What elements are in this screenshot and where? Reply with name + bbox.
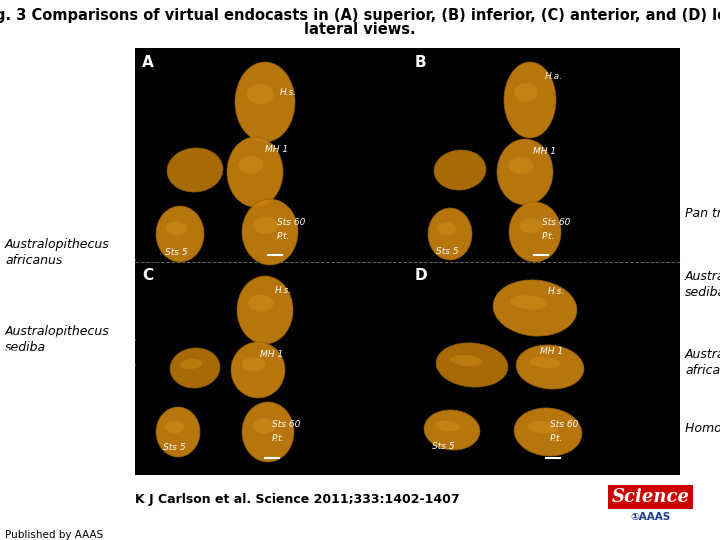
Ellipse shape xyxy=(514,408,582,456)
Ellipse shape xyxy=(247,84,274,104)
Ellipse shape xyxy=(434,150,486,190)
Text: H.s.: H.s. xyxy=(280,88,297,97)
Text: MH 1: MH 1 xyxy=(260,350,283,359)
Text: A: A xyxy=(142,55,154,70)
Text: Pan troglodytis: Pan troglodytis xyxy=(685,207,720,220)
Text: MH 1: MH 1 xyxy=(265,145,288,154)
Text: P.t.: P.t. xyxy=(277,232,290,241)
Ellipse shape xyxy=(508,157,534,174)
Ellipse shape xyxy=(167,148,223,192)
Ellipse shape xyxy=(504,62,556,138)
Ellipse shape xyxy=(497,139,553,205)
Ellipse shape xyxy=(514,83,538,102)
Ellipse shape xyxy=(436,343,508,387)
Ellipse shape xyxy=(248,295,274,312)
Text: B: B xyxy=(415,55,426,70)
Bar xyxy=(608,485,693,509)
Ellipse shape xyxy=(156,206,204,262)
Ellipse shape xyxy=(428,208,472,260)
Ellipse shape xyxy=(530,357,560,368)
Text: H.s.: H.s. xyxy=(548,287,565,296)
Text: Sts 60: Sts 60 xyxy=(542,218,570,227)
Text: Sts 60: Sts 60 xyxy=(550,420,578,429)
Text: MH 1: MH 1 xyxy=(533,147,556,156)
Ellipse shape xyxy=(253,217,279,234)
Ellipse shape xyxy=(242,357,266,372)
Ellipse shape xyxy=(242,199,298,265)
Ellipse shape xyxy=(180,359,202,369)
Text: Sts 5: Sts 5 xyxy=(432,442,454,451)
Text: Homo Sapiens: Homo Sapiens xyxy=(685,422,720,435)
Ellipse shape xyxy=(237,276,293,344)
Ellipse shape xyxy=(516,345,584,389)
Ellipse shape xyxy=(238,156,264,174)
Text: P.t.: P.t. xyxy=(550,434,563,443)
Text: Sts 5: Sts 5 xyxy=(165,248,188,257)
Text: P.t.: P.t. xyxy=(542,232,555,241)
Ellipse shape xyxy=(227,137,283,207)
Text: lateral views.: lateral views. xyxy=(304,22,416,37)
Ellipse shape xyxy=(493,280,577,336)
Ellipse shape xyxy=(170,348,220,388)
Text: Sts 60: Sts 60 xyxy=(277,218,305,227)
Text: Science: Science xyxy=(611,488,690,506)
Ellipse shape xyxy=(509,202,561,262)
Ellipse shape xyxy=(242,402,294,462)
Text: D: D xyxy=(415,268,427,284)
Text: Sts 5: Sts 5 xyxy=(163,443,186,452)
Ellipse shape xyxy=(253,418,276,434)
Text: Australopithecus
africanus: Australopithecus africanus xyxy=(685,348,720,377)
Text: K J Carlson et al. Science 2011;333:1402-1407: K J Carlson et al. Science 2011;333:1402… xyxy=(135,493,459,506)
Ellipse shape xyxy=(235,62,295,142)
Text: MH 1: MH 1 xyxy=(540,347,563,356)
Text: H.s.: H.s. xyxy=(275,286,292,295)
Text: Australopithecus
sediba: Australopithecus sediba xyxy=(5,325,109,354)
Ellipse shape xyxy=(436,421,460,431)
Ellipse shape xyxy=(156,407,200,457)
Ellipse shape xyxy=(231,342,285,398)
Text: Published by AAAS: Published by AAAS xyxy=(5,530,103,540)
Ellipse shape xyxy=(166,221,187,235)
Ellipse shape xyxy=(510,295,547,309)
Text: C: C xyxy=(142,268,153,284)
Ellipse shape xyxy=(519,219,543,233)
Text: P.t.: P.t. xyxy=(272,434,285,443)
Text: Australopithecus
sediba: Australopithecus sediba xyxy=(685,270,720,299)
Bar xyxy=(135,48,680,475)
Text: Fig. 3 Comparisons of virtual endocasts in (A) superior, (B) inferior, (C) anter: Fig. 3 Comparisons of virtual endocasts … xyxy=(0,8,720,23)
Text: ①AAAS: ①AAAS xyxy=(631,512,670,522)
Ellipse shape xyxy=(528,421,558,433)
Text: Sts 5: Sts 5 xyxy=(436,247,459,256)
Text: Sts 60: Sts 60 xyxy=(272,420,300,429)
Ellipse shape xyxy=(424,410,480,450)
Ellipse shape xyxy=(165,421,184,433)
Ellipse shape xyxy=(437,222,456,235)
Ellipse shape xyxy=(451,355,482,366)
Text: H.a.: H.a. xyxy=(545,72,563,81)
Text: Australopithecus
africanus: Australopithecus africanus xyxy=(5,238,109,267)
